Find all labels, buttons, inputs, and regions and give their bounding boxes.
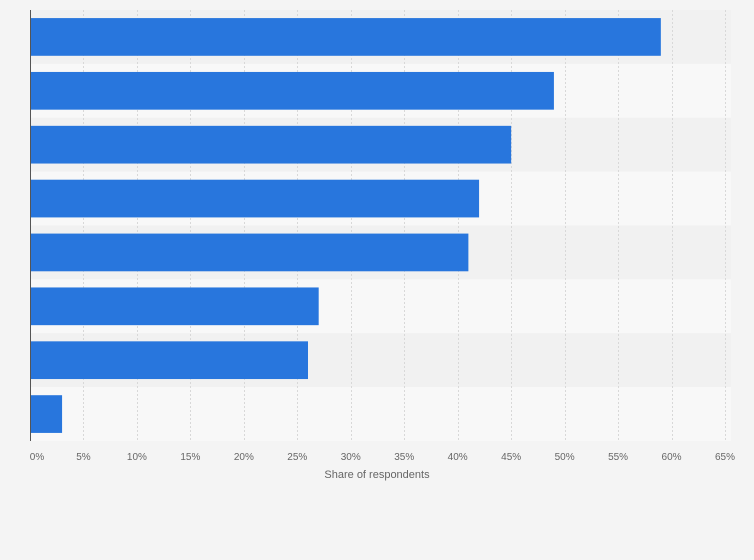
x-tick-label: 30% — [341, 452, 361, 463]
x-tick-label: 25% — [287, 452, 307, 463]
x-tick-label: 10% — [127, 452, 147, 463]
x-tick-label: 35% — [394, 452, 414, 463]
x-tick-label: 40% — [448, 452, 468, 463]
bar — [30, 287, 319, 326]
bar — [30, 125, 512, 164]
x-tick-label: 55% — [608, 452, 628, 463]
x-tick-label: 5% — [76, 452, 91, 463]
bar — [30, 179, 480, 218]
x-tick-label: 60% — [662, 452, 682, 463]
x-tick-label: 45% — [501, 452, 521, 463]
x-tick-label: 65% — [715, 452, 735, 463]
x-tick-label: 50% — [555, 452, 575, 463]
x-tick-label: 15% — [180, 452, 200, 463]
bar-series — [30, 18, 661, 433]
x-tick-label: 20% — [234, 452, 254, 463]
row-band — [30, 387, 731, 441]
bar — [30, 341, 308, 380]
bar — [30, 18, 661, 56]
bar — [30, 395, 63, 433]
x-axis-tick-labels: 0% 5% 10% 15% 20% 25% 30% 35% 40% 45% 50% 55% 60% 65% — [30, 452, 735, 463]
x-axis-label: Share of respondents — [324, 469, 430, 481]
x-tick-label: 0% — [30, 452, 45, 463]
bar — [30, 233, 469, 272]
bar — [30, 71, 554, 110]
